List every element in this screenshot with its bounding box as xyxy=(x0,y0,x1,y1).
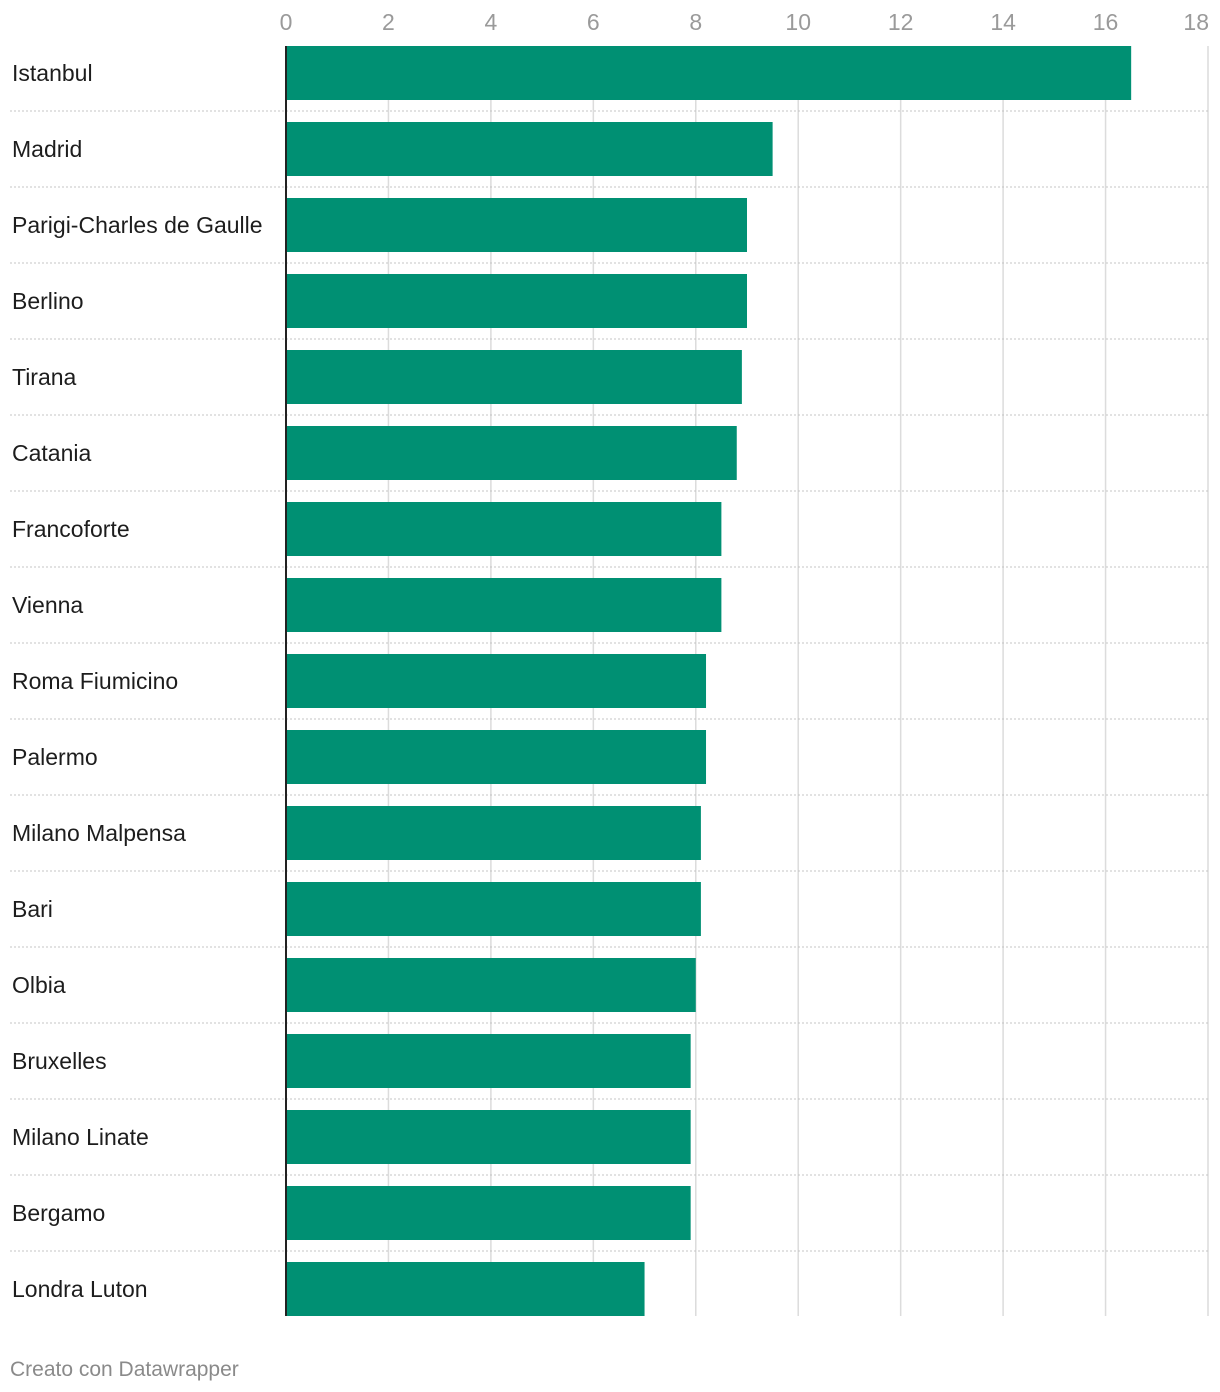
category-label: Bergamo xyxy=(12,1200,105,1226)
category-label: Catania xyxy=(12,440,91,466)
category-label: Olbia xyxy=(12,972,66,998)
x-tick-label: 12 xyxy=(888,9,914,35)
category-label: Istanbul xyxy=(12,60,93,86)
category-label: Madrid xyxy=(12,136,82,162)
category-label: Milano Linate xyxy=(12,1124,149,1150)
gridlines xyxy=(387,46,1209,1316)
bar xyxy=(286,122,773,176)
bar xyxy=(286,882,701,936)
category-label: Londra Luton xyxy=(12,1276,148,1302)
bar xyxy=(286,1186,691,1240)
credit-text: Creato con Datawrapper xyxy=(10,1358,239,1381)
x-tick-label: 16 xyxy=(1093,9,1119,35)
category-label: Berlino xyxy=(12,288,84,314)
bar xyxy=(286,426,737,480)
bar xyxy=(286,578,722,632)
bar xyxy=(286,502,722,556)
category-label: Roma Fiumicino xyxy=(12,668,178,694)
x-tick-label: 10 xyxy=(785,9,811,35)
x-axis-ticks: 0 2 4 6 8 10 12 14 16 18 xyxy=(280,9,1209,35)
x-tick-label: 6 xyxy=(587,9,600,35)
category-label: Parigi-Charles de Gaulle xyxy=(12,212,263,238)
bar xyxy=(286,654,707,708)
bar xyxy=(286,1034,691,1088)
bar xyxy=(286,730,707,784)
category-labels: Istanbul Madrid Parigi-Charles de Gaulle Be… xyxy=(12,60,263,1302)
bar xyxy=(286,1262,645,1316)
bar xyxy=(286,958,696,1012)
category-label: Bruxelles xyxy=(12,1048,107,1074)
category-label: Milano Malpensa xyxy=(12,820,186,846)
bar xyxy=(286,1110,691,1164)
x-tick-label: 0 xyxy=(280,9,293,35)
x-tick-label: 8 xyxy=(689,9,702,35)
bar xyxy=(286,350,742,404)
category-label: Vienna xyxy=(12,592,83,618)
category-label: Tirana xyxy=(12,364,77,390)
bar xyxy=(286,198,747,252)
bar xyxy=(286,274,747,328)
bar xyxy=(286,806,701,860)
category-label: Francoforte xyxy=(12,516,130,542)
x-tick-label: 14 xyxy=(990,9,1016,35)
bar xyxy=(286,46,1132,100)
category-label: Palermo xyxy=(12,744,98,770)
x-tick-label: 18 xyxy=(1183,9,1209,35)
bars xyxy=(286,46,1132,1316)
x-tick-label: 2 xyxy=(382,9,395,35)
category-label: Bari xyxy=(12,896,53,922)
x-tick-label: 4 xyxy=(484,9,497,35)
